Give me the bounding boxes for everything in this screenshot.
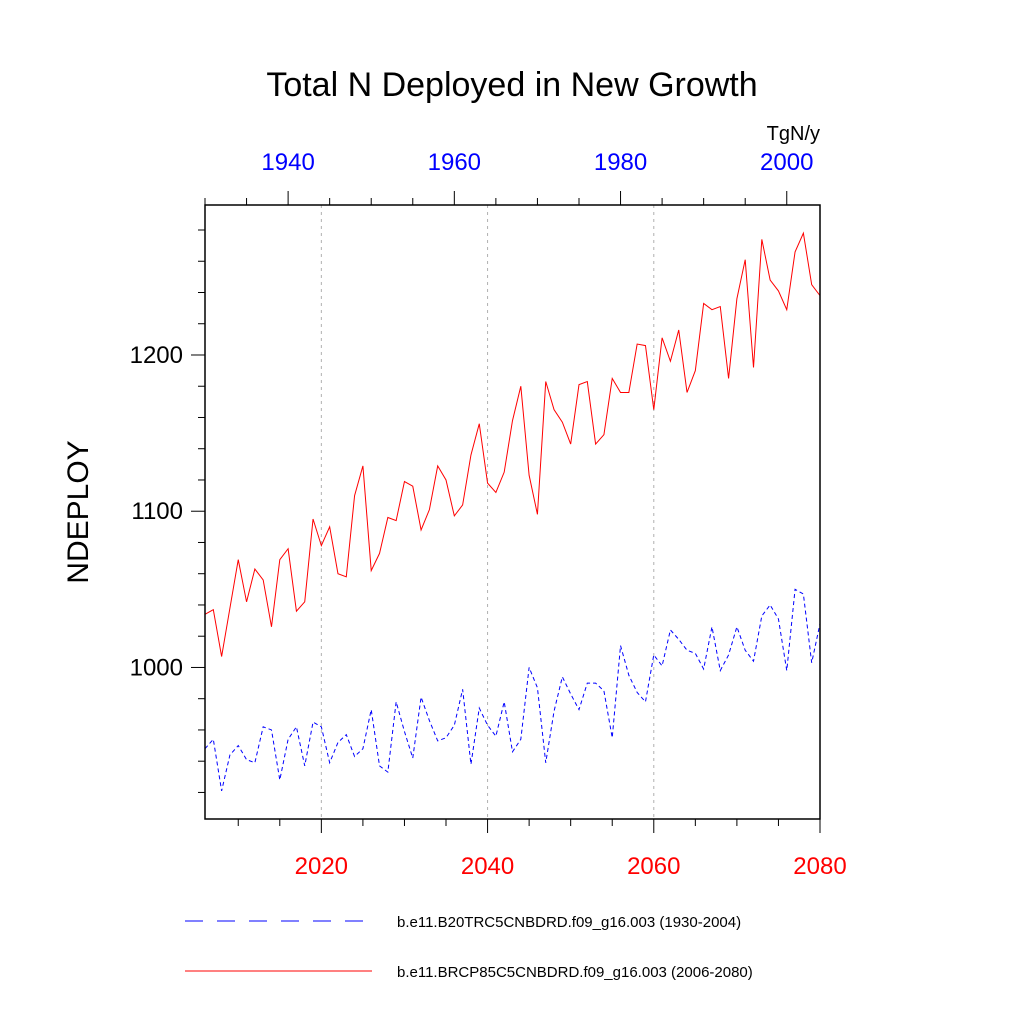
axes: 2020 2040 2060 2080 1940 1960 1980 2000 1000 1100… [130,149,847,880]
plot-frame [204,204,821,820]
grid-lines [320,205,655,819]
x-tick-label-bottom: 2080 [793,853,846,880]
series-line-1 [204,588,821,791]
x-tick-label-top: 1960 [428,149,481,176]
y-tick-label: 1200 [130,342,183,369]
legend-label-1: b.e11.B20TRC5CNBDRD.f09_g16.003 (1930-20… [397,914,741,931]
x-tick-label-top: 2000 [760,149,813,176]
legend-label-2: b.e11.BRCP85C5CNBDRD.f09_g16.003 (2006-2… [397,964,753,981]
y-axis-label: NDEPLOY [62,440,95,583]
series-line-2 [204,231,821,657]
x-tick-label-bottom: 2020 [295,853,348,880]
y-tick-label: 1100 [131,498,183,525]
x-tick-label-top: 1940 [261,149,314,176]
x-tick-label-bottom: 2040 [461,853,514,880]
y-tick-label: 1000 [130,654,183,681]
chart-title: Total N Deployed in New Growth [266,66,757,104]
series-layer [204,231,821,791]
legend: b.e11.B20TRC5CNBDRD.f09_g16.003 (1930-20… [185,914,753,981]
x-tick-label-top: 1980 [594,149,647,176]
x-tick-label-bottom: 2060 [627,853,680,880]
units-label: TgN/y [767,123,820,145]
